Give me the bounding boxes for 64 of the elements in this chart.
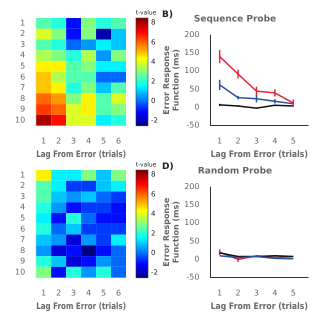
y-tick-label: 2 <box>20 29 26 38</box>
y-tick-label: -50 <box>186 272 200 282</box>
y-tick-label: 7 <box>20 235 26 244</box>
y-tick-label: -50 <box>186 120 200 130</box>
x-tick-label: 3 <box>71 288 76 298</box>
y-tick-label: 7 <box>20 83 26 92</box>
x-tick-label: 5 <box>290 288 296 298</box>
text: D) <box>162 162 174 172</box>
x-tick-label: 3 <box>254 288 260 298</box>
y-tick-label: 6 <box>20 72 26 82</box>
x-tick-label: 5 <box>290 136 296 146</box>
x-tick-label: 4 <box>272 136 278 146</box>
x-tick-label: 4 <box>86 136 92 146</box>
x-tick-label: 2 <box>236 136 241 146</box>
x-tick-label: 3 <box>71 136 76 146</box>
y-tick-label: 5 <box>20 62 26 70</box>
y-tick-label: 10 <box>14 267 26 276</box>
y-tick-label: 4 <box>20 50 26 60</box>
y-tick-label: 100 <box>184 66 200 76</box>
x-tick-label: 5 <box>101 136 106 146</box>
y-tick-label: 50 <box>189 236 200 246</box>
y-tick-label: 1 <box>20 18 26 28</box>
y-tick-label: 200 <box>184 30 200 39</box>
x-tick-label: 2 <box>56 288 62 298</box>
x-axis-title: Lag From Error (trials) <box>36 148 126 160</box>
x-tick-label: 2 <box>56 136 62 146</box>
y-tick-label: 8 <box>20 94 26 103</box>
chart-title: Random Probe <box>198 166 272 177</box>
x-axis-title: Lag From Error (trials) <box>210 148 308 160</box>
y-tick-label: 200 <box>184 182 200 191</box>
y-tick-label: 9 <box>20 256 26 266</box>
x-tick-label: 1 <box>217 288 222 298</box>
text: B) <box>162 10 173 20</box>
y-tick-label: 4 <box>20 202 26 212</box>
x-tick-label: 1 <box>41 136 46 146</box>
y-tick-label: 10 <box>14 115 26 124</box>
y-tick-label: 6 <box>20 224 26 234</box>
y-tick-label: 0 <box>194 102 200 112</box>
y-tick-label: 100 <box>184 218 200 228</box>
y-tick-label: 9 <box>20 104 26 114</box>
y-tick-label: 150 <box>184 200 200 210</box>
y-tick-label: 3 <box>20 40 26 49</box>
y-tick-label: 1 <box>20 170 26 180</box>
chart-title: Sequence Probe <box>194 14 276 25</box>
x-axis-title: Lag From Error (trials) <box>210 300 308 312</box>
x-tick-label: 4 <box>272 288 278 298</box>
y-tick-label: 50 <box>189 84 200 94</box>
x-tick-label: 1 <box>217 136 222 146</box>
y-axis-title: Error Response Function (ms) <box>162 45 180 115</box>
x-tick-label: 6 <box>116 288 122 298</box>
y-tick-label: 8 <box>20 246 26 255</box>
x-tick-label: 6 <box>116 136 122 146</box>
y-tick-label: 0 <box>194 254 200 264</box>
x-tick-label: 1 <box>41 288 46 298</box>
y-tick-label: 3 <box>20 192 26 201</box>
y-tick-label: 5 <box>20 214 26 222</box>
y-axis-title: Error Response Function (ms) <box>162 197 180 267</box>
x-axis-title: Lag From Error (trials) <box>36 300 126 312</box>
y-tick-label: 2 <box>20 181 26 190</box>
x-tick-label: 2 <box>236 288 241 298</box>
x-tick-label: 4 <box>86 288 92 298</box>
x-tick-label: 5 <box>101 288 106 298</box>
y-tick-label: 150 <box>184 48 200 58</box>
x-tick-label: 3 <box>254 136 260 146</box>
